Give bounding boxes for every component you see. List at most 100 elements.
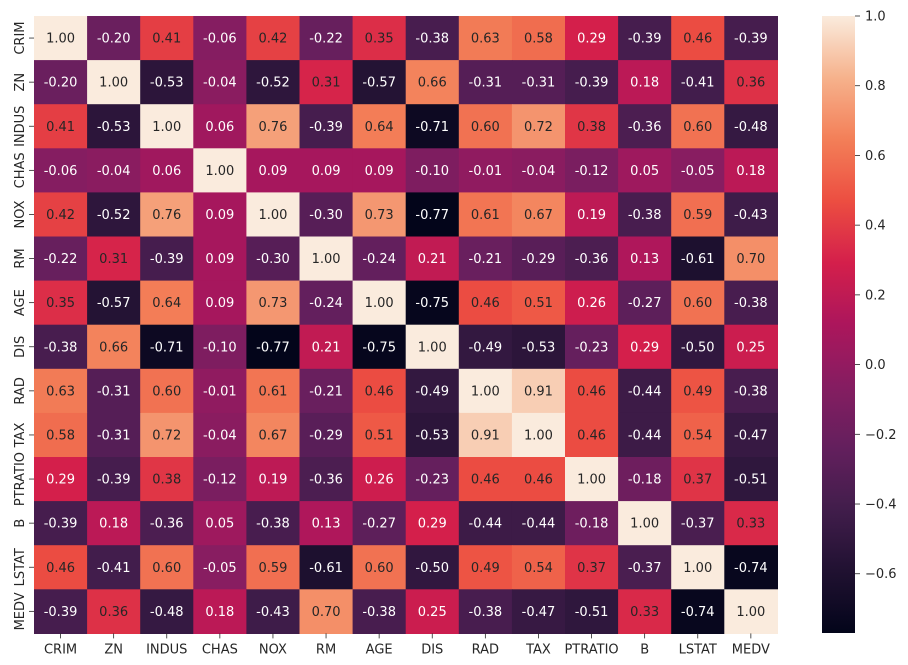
cell-value-label: -0.39 — [97, 473, 131, 488]
colorbar-tick-label: 0.0 — [865, 358, 886, 373]
heatmap-cell-rad-zn — [87, 368, 141, 414]
cell-value-label: -0.51 — [734, 473, 768, 488]
heatmap-cell-nox-rad — [458, 192, 513, 238]
cell-value-label: 0.18 — [99, 517, 128, 532]
heatmap-cell-chas-age — [352, 148, 407, 193]
heatmap-cell-b-ptratio — [565, 501, 619, 546]
heatmap-cell-rad-lstat — [671, 368, 725, 414]
cell-value-label: 0.63 — [471, 32, 500, 47]
cell-value-label: -0.47 — [734, 428, 768, 443]
heatmap-cell-tax-dis — [405, 412, 460, 458]
heatmap-cell-rad-chas — [193, 368, 247, 414]
cell-value-label: 0.09 — [205, 208, 234, 223]
cell-value-label: 0.91 — [524, 384, 553, 399]
cell-value-label: 0.05 — [630, 164, 659, 179]
cell-value-label: 0.46 — [365, 384, 394, 399]
colorbar-ticks: 1.0 0.8 0.6 0.4 0.2 0.0 −0.2 −0.4 −0.6 — [855, 10, 897, 582]
colorbar: 1.0 0.8 0.6 0.4 0.2 0.0 −0.2 −0.4 −0.6 — [822, 10, 897, 633]
cell-value-label: -0.31 — [97, 384, 131, 399]
cell-value-label: -0.41 — [681, 76, 715, 91]
heatmap-cell-nox-medv — [724, 192, 778, 238]
cell-value-label: 1.00 — [365, 296, 394, 311]
heatmap-cell-ptratio-indus — [140, 457, 194, 502]
x-tick-label: CHAS — [202, 642, 238, 657]
y-axis: CRIM ZN INDUS CHAS NOX RM AGE DIS RAD TAX PTRATIO B… — [13, 21, 34, 630]
cell-value-label: -0.24 — [309, 296, 343, 311]
heatmap-cell-indus-indus — [140, 104, 194, 149]
cell-value-label: -0.53 — [97, 120, 131, 135]
cell-value-label: -0.77 — [256, 340, 290, 355]
cell-value-label: -0.37 — [628, 561, 662, 576]
heatmap-cell-b-dis — [405, 501, 460, 546]
heatmap-cell-crim-medv — [724, 16, 778, 61]
heatmap-cell-indus-b — [618, 104, 672, 149]
colorbar-gradient — [822, 16, 855, 633]
heatmap-cell-medv-crim — [34, 589, 88, 634]
heatmap-cell-crim-dis — [405, 16, 460, 61]
heatmap-cell-crim-rm — [299, 16, 354, 61]
heatmap-cell-medv-zn — [87, 589, 141, 634]
heatmap-cell-tax-medv — [724, 412, 778, 458]
heatmap-cell-nox-indus — [140, 192, 194, 238]
heatmap-cell-rm-tax — [511, 236, 566, 282]
cell-value-label: 0.18 — [630, 76, 659, 91]
cell-value-label: 0.31 — [312, 76, 341, 91]
cell-value-label: 0.58 — [524, 32, 553, 47]
heatmap-cell-dis-lstat — [671, 324, 725, 370]
heatmap-cell-zn-chas — [193, 60, 247, 105]
cell-value-label: -0.05 — [203, 561, 237, 576]
cell-value-label: 0.51 — [524, 296, 553, 311]
heatmap-cell-crim-nox — [246, 16, 301, 61]
heatmap-cell-zn-rad — [458, 60, 513, 105]
colorbar-tick-label: 1.0 — [865, 10, 886, 25]
cell-value-label: 0.91 — [471, 428, 500, 443]
x-tick-label: LSTAT — [679, 642, 717, 657]
cell-value-label: -0.39 — [628, 32, 662, 47]
cell-value-label: 0.25 — [418, 605, 447, 620]
cell-value-label: 0.06 — [152, 164, 181, 179]
cell-value-label: 0.59 — [683, 208, 712, 223]
heatmap-cell-nox-nox — [246, 192, 301, 238]
cell-value-label: 0.46 — [46, 561, 75, 576]
heatmap-cell-indus-tax — [511, 104, 566, 149]
heatmap-cell-rad-dis — [405, 368, 460, 414]
heatmap-cell-rad-age — [352, 368, 407, 414]
heatmap-cell-medv-lstat — [671, 589, 725, 634]
cell-value-label: -0.12 — [575, 164, 609, 179]
cell-value-label: -0.43 — [256, 605, 290, 620]
heatmap-cell-chas-rad — [458, 148, 513, 193]
heatmap-cell-tax-crim — [34, 412, 88, 458]
heatmap-cell-medv-medv — [724, 589, 778, 634]
cell-value-label: 0.64 — [152, 296, 181, 311]
colorbar-tick-label: 0.8 — [865, 79, 886, 94]
cell-value-label: -0.75 — [362, 340, 396, 355]
y-tick-label: RAD — [13, 377, 28, 404]
cell-value-label: -0.77 — [415, 208, 449, 223]
heatmap-cell-dis-dis — [405, 324, 460, 370]
heatmap-cell-rad-crim — [34, 368, 88, 414]
cell-value-label: -0.30 — [309, 208, 343, 223]
y-tick-label: ZN — [13, 73, 28, 92]
heatmap-cell-rad-medv — [724, 368, 778, 414]
heatmap-cell-b-lstat — [671, 501, 725, 546]
cell-value-label: 1.00 — [152, 120, 181, 135]
y-tick-label: CRIM — [13, 21, 28, 54]
heatmap-cell-indus-rad — [458, 104, 513, 149]
cell-value-label: 0.41 — [152, 32, 181, 47]
heatmap-cell-nox-zn — [87, 192, 141, 238]
cell-value-label: -0.38 — [256, 517, 290, 532]
cell-value-label: 0.72 — [152, 428, 181, 443]
cell-value-label: 0.46 — [524, 473, 553, 488]
heatmap-cell-rm-lstat — [671, 236, 725, 282]
cell-value-label: -0.38 — [469, 605, 503, 620]
y-tick-label: CHAS — [13, 152, 28, 188]
y-tick-label: DIS — [13, 336, 28, 358]
cell-value-label: 0.46 — [471, 296, 500, 311]
heatmap-cell-lstat-tax — [511, 545, 566, 590]
heatmap-cell-indus-lstat — [671, 104, 725, 149]
cell-value-label: -0.20 — [97, 32, 131, 47]
heatmap-cell-tax-tax — [511, 412, 566, 458]
cell-value-label: -0.12 — [203, 473, 237, 488]
heatmap-cell-indus-age — [352, 104, 407, 149]
